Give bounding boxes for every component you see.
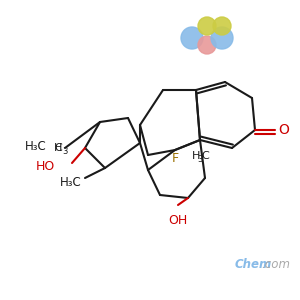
Circle shape	[181, 27, 203, 49]
Text: 3: 3	[62, 146, 68, 155]
Text: C: C	[54, 143, 62, 153]
Text: F: F	[171, 152, 178, 164]
Text: H: H	[192, 151, 200, 161]
Circle shape	[213, 17, 231, 35]
Text: H₃C: H₃C	[25, 140, 47, 154]
Text: OH: OH	[168, 214, 188, 227]
Circle shape	[211, 27, 233, 49]
Text: H₃C: H₃C	[60, 176, 82, 190]
Text: .com: .com	[261, 259, 290, 272]
Text: C: C	[201, 151, 209, 161]
Text: H: H	[54, 143, 62, 153]
Text: 3: 3	[197, 154, 203, 164]
Circle shape	[198, 17, 216, 35]
Text: Chem: Chem	[235, 259, 272, 272]
Circle shape	[198, 36, 216, 54]
Text: O: O	[278, 123, 289, 137]
Text: HO: HO	[36, 160, 55, 173]
